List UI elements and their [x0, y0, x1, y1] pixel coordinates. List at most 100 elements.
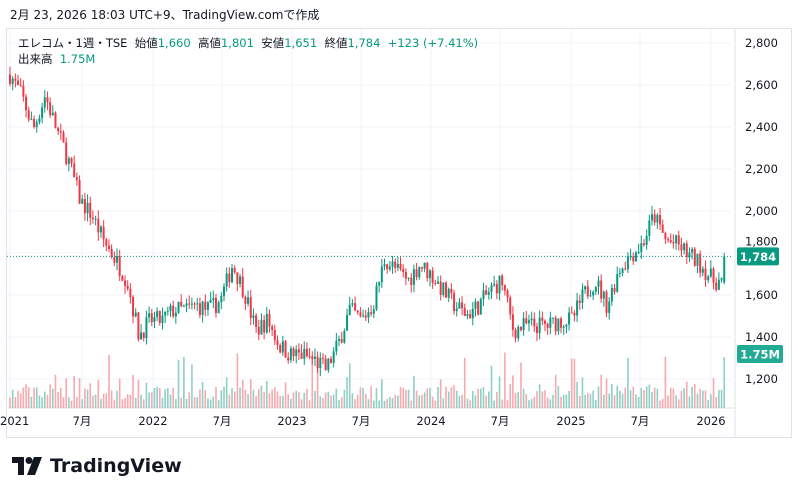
candle-body: [38, 118, 41, 123]
candle-body: [661, 224, 664, 233]
candle-body: [466, 314, 469, 317]
candle-body: [447, 288, 450, 298]
volume-bar: [164, 389, 166, 408]
volume-bar: [41, 397, 43, 408]
candle-body: [372, 309, 375, 314]
volume-bar: [11, 389, 14, 408]
volume-bar: [442, 398, 445, 408]
volume-bar: [480, 388, 482, 408]
candle-body: [268, 314, 271, 327]
candle-body: [525, 318, 528, 324]
volume-bar: [373, 400, 375, 408]
candle-body: [434, 283, 437, 285]
volume-bar: [562, 394, 565, 408]
volume-bar: [212, 396, 215, 408]
volume-bar: [306, 388, 308, 408]
x-tick-label: 2021: [0, 414, 29, 428]
candle-body: [669, 240, 672, 243]
volume-bar: [490, 365, 493, 408]
volume-bar: [506, 400, 509, 408]
volume-bar: [308, 400, 311, 408]
candle-body: [281, 341, 284, 353]
candle-body: [404, 271, 407, 279]
candle-body: [356, 310, 359, 313]
candle-body: [46, 97, 49, 103]
candle-body: [629, 256, 632, 258]
volume-bar: [180, 397, 182, 408]
candle-body: [164, 311, 167, 316]
close-value: 1,784: [347, 36, 381, 50]
volume-bar: [637, 396, 640, 408]
volume-bar: [643, 389, 645, 408]
volume-bar: [651, 392, 653, 408]
candle-body: [65, 142, 68, 164]
volume-bar: [233, 391, 236, 408]
volume-bar: [557, 386, 560, 408]
candle-body: [699, 253, 702, 273]
candle-body: [378, 282, 381, 286]
candle-body: [391, 261, 394, 267]
volume-bar: [196, 397, 199, 408]
volume-bar: [645, 386, 648, 408]
candle-body: [458, 302, 461, 309]
volume-bar: [613, 395, 616, 408]
volume-bar: [710, 394, 712, 408]
candle-body: [640, 243, 643, 252]
candle-body: [707, 276, 710, 281]
candle-body: [402, 269, 405, 272]
candle-body: [675, 235, 678, 244]
candle-body: [656, 215, 659, 223]
tradingview-logo[interactable]: TradingView: [12, 455, 182, 477]
candle-body: [217, 302, 220, 313]
volume-bar: [603, 394, 605, 408]
volume-bar: [276, 391, 279, 408]
candle-body: [338, 338, 341, 341]
volume-bar: [241, 379, 244, 408]
volume-bar: [70, 400, 73, 408]
volume-bar: [185, 398, 188, 408]
volume-bar: [389, 397, 391, 408]
candle-body: [554, 317, 557, 332]
volume-bar: [552, 394, 554, 408]
volume-bar: [512, 375, 514, 408]
candle-body: [600, 280, 603, 299]
volume-bar: [560, 396, 562, 408]
volume-bar: [129, 394, 132, 408]
change-value: +123 (+7.41%): [387, 36, 479, 50]
candle-body: [560, 318, 563, 328]
volume-bar: [287, 394, 289, 408]
candle-body: [450, 288, 453, 294]
volume-bar: [335, 388, 338, 408]
volume-bar: [587, 393, 589, 408]
y-tick-label: 2,000: [745, 204, 778, 218]
volume-bar: [167, 388, 169, 408]
volume-bar: [517, 391, 520, 408]
volume-bar: [153, 387, 156, 408]
candle-body: [399, 263, 402, 270]
volume-bar: [108, 355, 110, 408]
candle-body: [367, 312, 370, 318]
candle-body: [493, 283, 496, 286]
candle-body: [431, 270, 434, 284]
candle-body: [346, 314, 349, 331]
volume-bar: [712, 378, 715, 408]
candle-body: [233, 268, 236, 273]
candle-body: [142, 332, 145, 339]
volume-bar: [303, 392, 306, 408]
volume-bar: [605, 378, 608, 408]
volume-bar: [496, 391, 498, 408]
candle-body: [308, 356, 311, 358]
symbol-label[interactable]: エレコム・1週・TSE: [18, 36, 128, 50]
candle-body: [276, 340, 279, 346]
candle-body: [437, 281, 439, 284]
volume-bar: [175, 399, 177, 408]
candle-body: [295, 349, 298, 357]
candle-body: [19, 84, 22, 86]
candle-body: [541, 317, 544, 321]
candle-body: [420, 266, 423, 269]
volume-bar: [354, 399, 356, 408]
open-label: 始値: [134, 36, 158, 50]
candle-body: [618, 272, 621, 275]
candle-body: [174, 312, 177, 317]
